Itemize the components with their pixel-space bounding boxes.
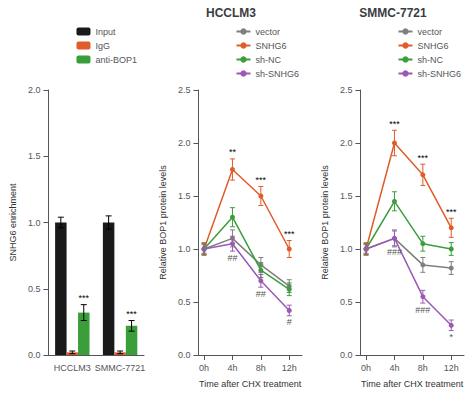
svg-text:*: *: [449, 332, 453, 342]
svg-text:***: ***: [126, 309, 137, 319]
svg-text:vector: vector: [417, 27, 442, 37]
svg-text:***: ***: [418, 153, 429, 163]
svg-text:SMMC-7721: SMMC-7721: [95, 363, 146, 373]
svg-text:sh-NC: sh-NC: [417, 55, 443, 65]
svg-text:12h: 12h: [444, 363, 459, 373]
svg-text:Relative BOP1 protein levels: Relative BOP1 protein levels: [320, 165, 330, 280]
svg-text:1.0: 1.0: [28, 218, 41, 228]
svg-text:1.5: 1.5: [178, 191, 191, 201]
svg-text:0.0: 0.0: [28, 350, 41, 360]
svg-text:SNHG6: SNHG6: [417, 41, 448, 51]
svg-text:sh-SNHG6: sh-SNHG6: [417, 69, 461, 79]
svg-text:SNHG6 enrichment: SNHG6 enrichment: [8, 183, 18, 262]
svg-text:***: ***: [446, 207, 457, 217]
svg-text:0.5: 0.5: [178, 297, 191, 307]
svg-text:0.5: 0.5: [28, 284, 41, 294]
svg-text:***: ***: [256, 175, 267, 185]
svg-text:sh-NC: sh-NC: [255, 55, 281, 65]
svg-text:##: ##: [256, 289, 266, 299]
svg-text:2.5: 2.5: [340, 85, 353, 95]
svg-text:1.5: 1.5: [28, 151, 41, 161]
svg-text:SMMC-7721: SMMC-7721: [359, 6, 427, 20]
svg-text:2.0: 2.0: [28, 85, 41, 95]
svg-text:1.0: 1.0: [178, 244, 191, 254]
svg-text:8h: 8h: [418, 363, 428, 373]
svg-text:###: ###: [415, 305, 430, 315]
svg-text:HCCLM3: HCCLM3: [54, 363, 91, 373]
svg-text:4h: 4h: [227, 363, 237, 373]
svg-text:Input: Input: [95, 27, 116, 37]
svg-text:SNHG6: SNHG6: [255, 41, 286, 51]
svg-text:0.5: 0.5: [340, 297, 353, 307]
svg-text:IgG: IgG: [95, 41, 110, 51]
svg-text:12h: 12h: [282, 363, 297, 373]
svg-text:***: ***: [79, 293, 90, 303]
svg-text:Time after CHX treatment: Time after CHX treatment: [199, 379, 302, 389]
svg-text:HCCLM3: HCCLM3: [206, 6, 256, 20]
svg-text:1.0: 1.0: [340, 244, 353, 254]
svg-text:sh-SNHG6: sh-SNHG6: [255, 69, 299, 79]
svg-text:##: ##: [227, 253, 237, 263]
svg-text:2.0: 2.0: [340, 138, 353, 148]
svg-text:8h: 8h: [256, 363, 266, 373]
svg-text:anti-BOP1: anti-BOP1: [95, 55, 137, 65]
svg-text:***: ***: [389, 119, 400, 129]
svg-text:0h: 0h: [361, 363, 371, 373]
svg-text:2.0: 2.0: [178, 138, 191, 148]
svg-text:***: ***: [284, 229, 295, 239]
svg-text:Time after CHX treatment: Time after CHX treatment: [361, 379, 464, 389]
svg-text:#: #: [287, 317, 292, 327]
svg-text:1.5: 1.5: [340, 191, 353, 201]
svg-text:0h: 0h: [199, 363, 209, 373]
svg-text:Relative BOP1 protein levels: Relative BOP1 protein levels: [158, 165, 168, 280]
svg-text:2.5: 2.5: [178, 85, 191, 95]
svg-text:**: **: [229, 147, 237, 157]
svg-text:4h: 4h: [389, 363, 399, 373]
svg-text:0.0: 0.0: [178, 350, 191, 360]
svg-text:###: ###: [387, 247, 402, 257]
svg-text:0.0: 0.0: [340, 350, 353, 360]
svg-text:vector: vector: [255, 27, 280, 37]
